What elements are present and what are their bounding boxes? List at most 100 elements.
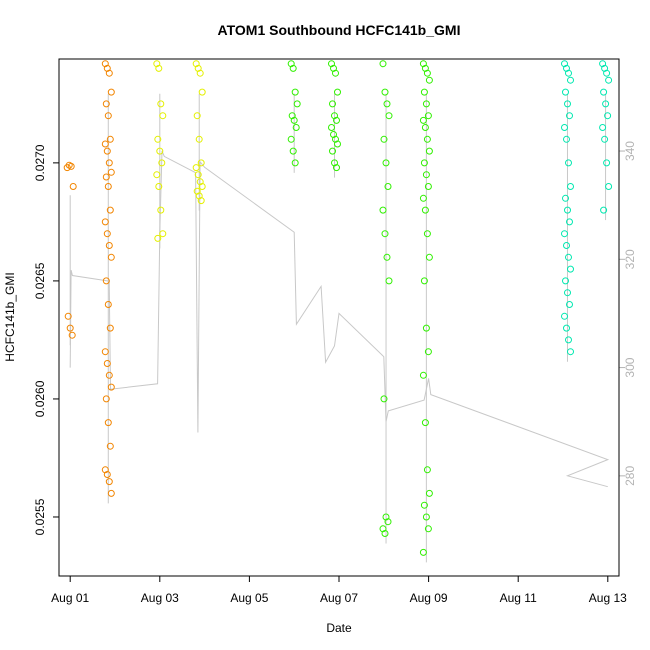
data-point <box>566 301 573 308</box>
data-point <box>102 100 110 108</box>
right-tick-label: 340 <box>623 141 637 161</box>
data-point <box>599 124 607 131</box>
data-point <box>103 360 111 367</box>
data-point <box>334 88 341 96</box>
x-tick-label: Aug 05 <box>230 591 268 605</box>
data-point <box>420 501 428 509</box>
data-point <box>419 371 427 379</box>
data-point <box>561 230 568 238</box>
data-point <box>104 183 112 190</box>
data-point <box>105 159 113 167</box>
data-point <box>419 116 427 124</box>
x-tick-label: Aug 03 <box>141 591 179 605</box>
data-point <box>158 159 166 167</box>
data-point <box>328 124 335 131</box>
data-point <box>289 64 297 72</box>
data-point <box>605 76 613 84</box>
data-point <box>198 88 206 96</box>
data-point <box>106 442 114 450</box>
data-point <box>420 159 428 167</box>
data-point <box>331 112 338 120</box>
data-point <box>329 147 336 155</box>
data-point <box>104 419 112 427</box>
data-point <box>105 478 113 486</box>
data-point <box>103 230 111 238</box>
right-tick-label: 320 <box>623 249 637 269</box>
y-axis-label: HCFC141b_GMI <box>3 272 17 361</box>
data-point <box>193 187 201 195</box>
data-point <box>331 159 338 167</box>
data-point <box>561 312 568 320</box>
data-point <box>157 206 165 214</box>
data-point <box>419 60 427 68</box>
data-point <box>383 253 391 261</box>
data-point <box>561 124 568 131</box>
data-point <box>333 164 340 172</box>
data-point <box>332 135 339 143</box>
data-point <box>565 253 572 261</box>
data-point <box>567 183 574 190</box>
data-point <box>420 277 428 285</box>
data-point <box>424 112 432 120</box>
data-point <box>422 324 430 332</box>
data-point <box>197 197 205 205</box>
data-point <box>425 489 433 497</box>
data-point <box>566 112 573 120</box>
chart-title: ATOM1 Southbound HCFC141b_GMI <box>218 22 461 38</box>
data-point <box>562 277 569 285</box>
data-point <box>424 525 432 533</box>
data-point <box>564 206 571 214</box>
data-point <box>292 124 300 131</box>
data-point <box>563 324 570 332</box>
data-point <box>381 530 389 537</box>
x-axis: Aug 01 Aug 03 Aug 05 Aug 07 Aug 09 Aug 11 Aug … <box>51 576 627 605</box>
data-point <box>155 183 163 190</box>
data-point <box>561 60 568 68</box>
data-point <box>288 112 296 120</box>
secondary-line-path <box>69 150 610 488</box>
data-point <box>107 383 115 391</box>
plot-frame <box>58 58 620 577</box>
data-point <box>155 64 163 72</box>
data-point <box>107 253 115 261</box>
data-point <box>421 124 429 131</box>
data-point <box>382 513 390 521</box>
y-tick-label: 0.0270 <box>33 144 47 181</box>
data-point <box>563 242 570 249</box>
data-point <box>154 234 162 242</box>
y-axis: 0.0255 0.0260 0.0265 0.0270 <box>33 144 59 535</box>
data-point <box>102 395 110 403</box>
y-tick-label: 0.0255 <box>33 498 47 535</box>
data-point <box>329 100 336 108</box>
x-tick-label: Aug 11 <box>500 591 537 605</box>
data-point <box>419 194 427 202</box>
data-point <box>291 88 299 96</box>
data-point <box>421 419 429 427</box>
right-tick-label: 280 <box>623 466 637 486</box>
x-axis-label: Date <box>326 621 352 635</box>
data-point <box>600 206 608 214</box>
data-point <box>605 183 613 190</box>
data-point <box>104 301 112 308</box>
data-point <box>293 100 301 108</box>
data-point <box>382 159 390 167</box>
data-point <box>422 100 430 108</box>
data-point <box>103 147 111 155</box>
data-point <box>380 395 388 403</box>
data-point <box>381 88 389 96</box>
data-point <box>105 371 113 379</box>
data-point <box>67 162 75 170</box>
data-point <box>600 88 608 96</box>
data-point <box>101 140 109 148</box>
data-point <box>564 100 571 108</box>
y-tick-label: 0.0260 <box>33 380 47 417</box>
data-point <box>195 135 203 143</box>
data-point <box>156 147 164 155</box>
data-point <box>603 69 611 77</box>
data-point <box>332 69 339 77</box>
data-point <box>385 277 393 285</box>
data-point <box>599 60 607 68</box>
data-point <box>192 164 200 172</box>
data-point <box>384 183 392 190</box>
